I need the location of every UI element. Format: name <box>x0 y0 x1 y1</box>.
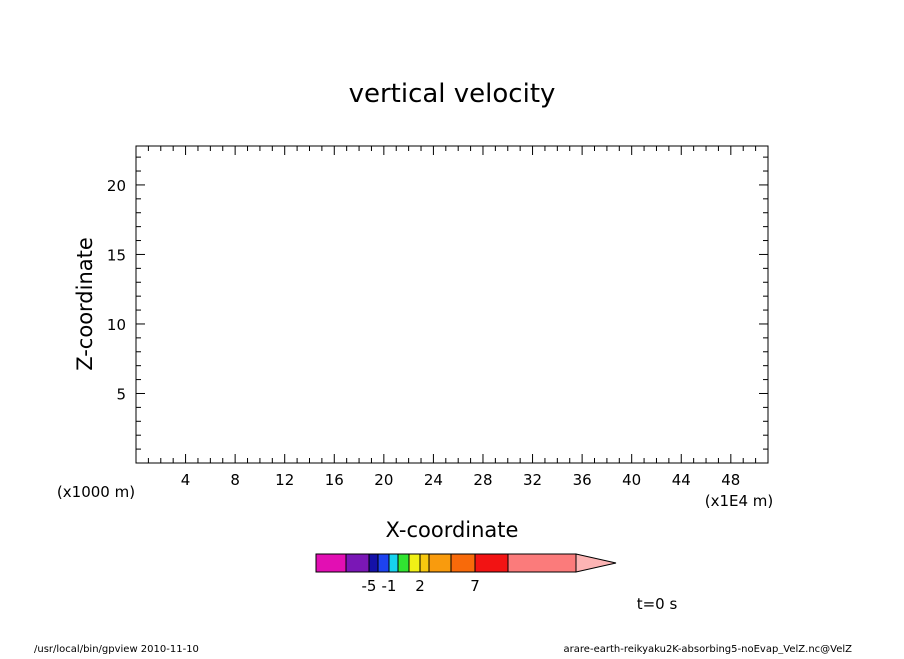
colorbar-box <box>507 553 577 573</box>
y-tick-label: 15 <box>107 246 126 264</box>
colorbar <box>315 553 617 573</box>
x-tick-label: 4 <box>181 471 191 489</box>
colorbar-box <box>315 553 347 573</box>
x-tick-label: 48 <box>721 471 740 489</box>
x-tick-label: 8 <box>230 471 240 489</box>
y-axis-tick-labels: 5 10 15 20 <box>107 177 126 404</box>
y-axis-label: Z-coordinate <box>73 237 97 371</box>
y-unit-label: (x1000 m) <box>57 483 135 501</box>
footer-left: /usr/local/bin/gpview 2010-11-10 <box>34 644 199 654</box>
colorbar-box <box>368 553 379 573</box>
colorbar-label: 2 <box>415 577 425 595</box>
colorbar-box <box>388 553 399 573</box>
x-axis-tick-labels: 4 8 12 16 20 24 28 32 36 40 44 48 <box>181 471 741 489</box>
colorbar-label: -5 <box>362 577 377 595</box>
colorbar-box <box>345 553 370 573</box>
x-axis-ticks <box>147 146 769 463</box>
x-tick-label: 20 <box>374 471 393 489</box>
y-tick-label: 20 <box>107 177 126 195</box>
colorbar-box <box>450 553 476 573</box>
colorbar-labels: -5 -1 2 7 <box>362 577 480 595</box>
y-axis-ticks <box>136 156 768 450</box>
x-tick-label: 16 <box>325 471 344 489</box>
x-axis-label: X-coordinate <box>386 518 519 542</box>
x-tick-label: 36 <box>573 471 592 489</box>
footer-right: arare-earth-reikyaku2K-absorbing5-noEvap… <box>564 644 853 654</box>
plot-frame <box>135 145 769 464</box>
colorbar-arrow <box>575 553 617 573</box>
x-tick-label: 32 <box>523 471 542 489</box>
colorbar-label: 7 <box>470 577 480 595</box>
colorbar-box <box>377 553 390 573</box>
colorbar-label: -1 <box>382 577 397 595</box>
x-tick-label: 40 <box>622 471 641 489</box>
x-tick-label: 28 <box>473 471 492 489</box>
x-tick-label: 44 <box>672 471 691 489</box>
time-annotation: t=0 s <box>637 595 678 613</box>
colorbar-box <box>428 553 452 573</box>
colorbar-box <box>408 553 421 573</box>
chart-title: vertical velocity <box>349 79 556 109</box>
x-unit-label: (x1E4 m) <box>705 492 774 510</box>
colorbar-box <box>419 553 430 573</box>
y-tick-label: 10 <box>107 316 126 334</box>
colorbar-box <box>474 553 509 573</box>
y-tick-label: 5 <box>116 385 126 403</box>
x-tick-label: 24 <box>424 471 443 489</box>
colorbar-box <box>397 553 410 573</box>
x-tick-label: 12 <box>275 471 294 489</box>
